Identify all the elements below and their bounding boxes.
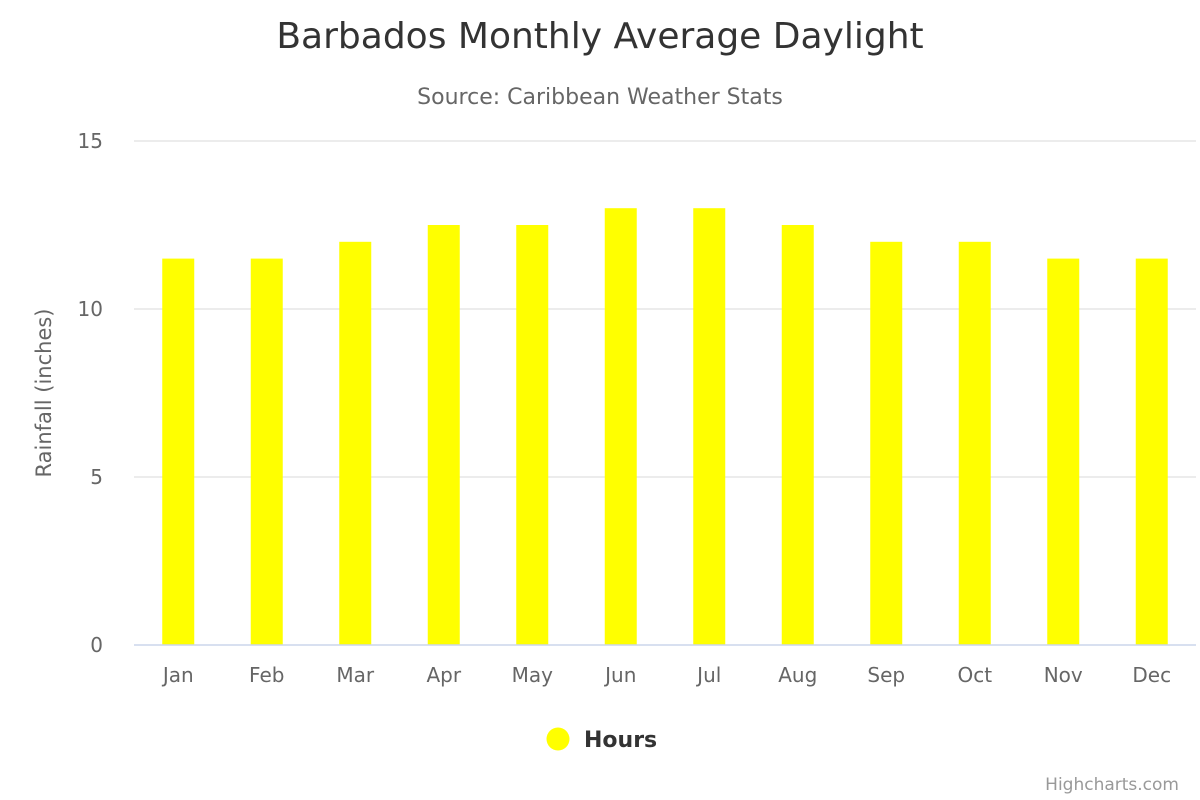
x-tick-label: Nov bbox=[1044, 663, 1083, 687]
legend-label: Hours bbox=[584, 728, 657, 753]
x-tick-label: Sep bbox=[867, 663, 905, 687]
x-tick-label: Jul bbox=[695, 663, 721, 687]
bar-mar[interactable] bbox=[339, 241, 372, 646]
y-axis-label: Rainfall (inches) bbox=[32, 309, 56, 478]
x-tick-label: Jan bbox=[161, 663, 194, 687]
bar-oct[interactable] bbox=[958, 241, 991, 646]
grid-lines bbox=[134, 140, 1196, 478]
bar-feb[interactable] bbox=[250, 258, 283, 645]
x-tick-label: Dec bbox=[1132, 663, 1171, 687]
legend-item-hours[interactable]: Hours bbox=[546, 727, 658, 754]
x-tick-label: May bbox=[512, 663, 554, 687]
x-tick-label: Feb bbox=[249, 663, 284, 687]
x-axis-ticks: Jan Feb Mar Apr May Jun Jul Aug Sep Oct Nov Dec bbox=[161, 663, 1171, 687]
x-tick-label: Jun bbox=[603, 663, 636, 687]
y-tick-label: 0 bbox=[90, 633, 103, 657]
legend-symbol bbox=[546, 727, 570, 751]
bar-jun[interactable] bbox=[604, 208, 637, 645]
x-tick-label: Aug bbox=[778, 663, 817, 687]
bars bbox=[162, 208, 1168, 646]
y-tick-label: 10 bbox=[78, 297, 103, 321]
y-tick-label: 5 bbox=[90, 465, 103, 489]
bar-may[interactable] bbox=[516, 225, 549, 645]
x-tick-label: Apr bbox=[426, 663, 461, 687]
bar-jan[interactable] bbox=[162, 258, 195, 645]
bar-apr[interactable] bbox=[427, 225, 460, 645]
x-tick-label: Oct bbox=[957, 663, 992, 687]
bar-nov[interactable] bbox=[1047, 258, 1080, 645]
chart-subtitle: Source: Caribbean Weather Stats bbox=[417, 85, 783, 110]
y-axis-ticks: 0 5 10 15 bbox=[78, 129, 103, 657]
credits-link[interactable]: Highcharts.com bbox=[1045, 775, 1179, 795]
y-tick-label: 15 bbox=[78, 129, 103, 153]
bar-jul[interactable] bbox=[693, 208, 726, 645]
bar-dec[interactable] bbox=[1135, 258, 1168, 645]
chart-title: Barbados Monthly Average Daylight bbox=[276, 16, 923, 57]
bar-aug[interactable] bbox=[781, 225, 814, 645]
bar-sep[interactable] bbox=[870, 241, 903, 646]
x-tick-label: Mar bbox=[336, 663, 375, 687]
